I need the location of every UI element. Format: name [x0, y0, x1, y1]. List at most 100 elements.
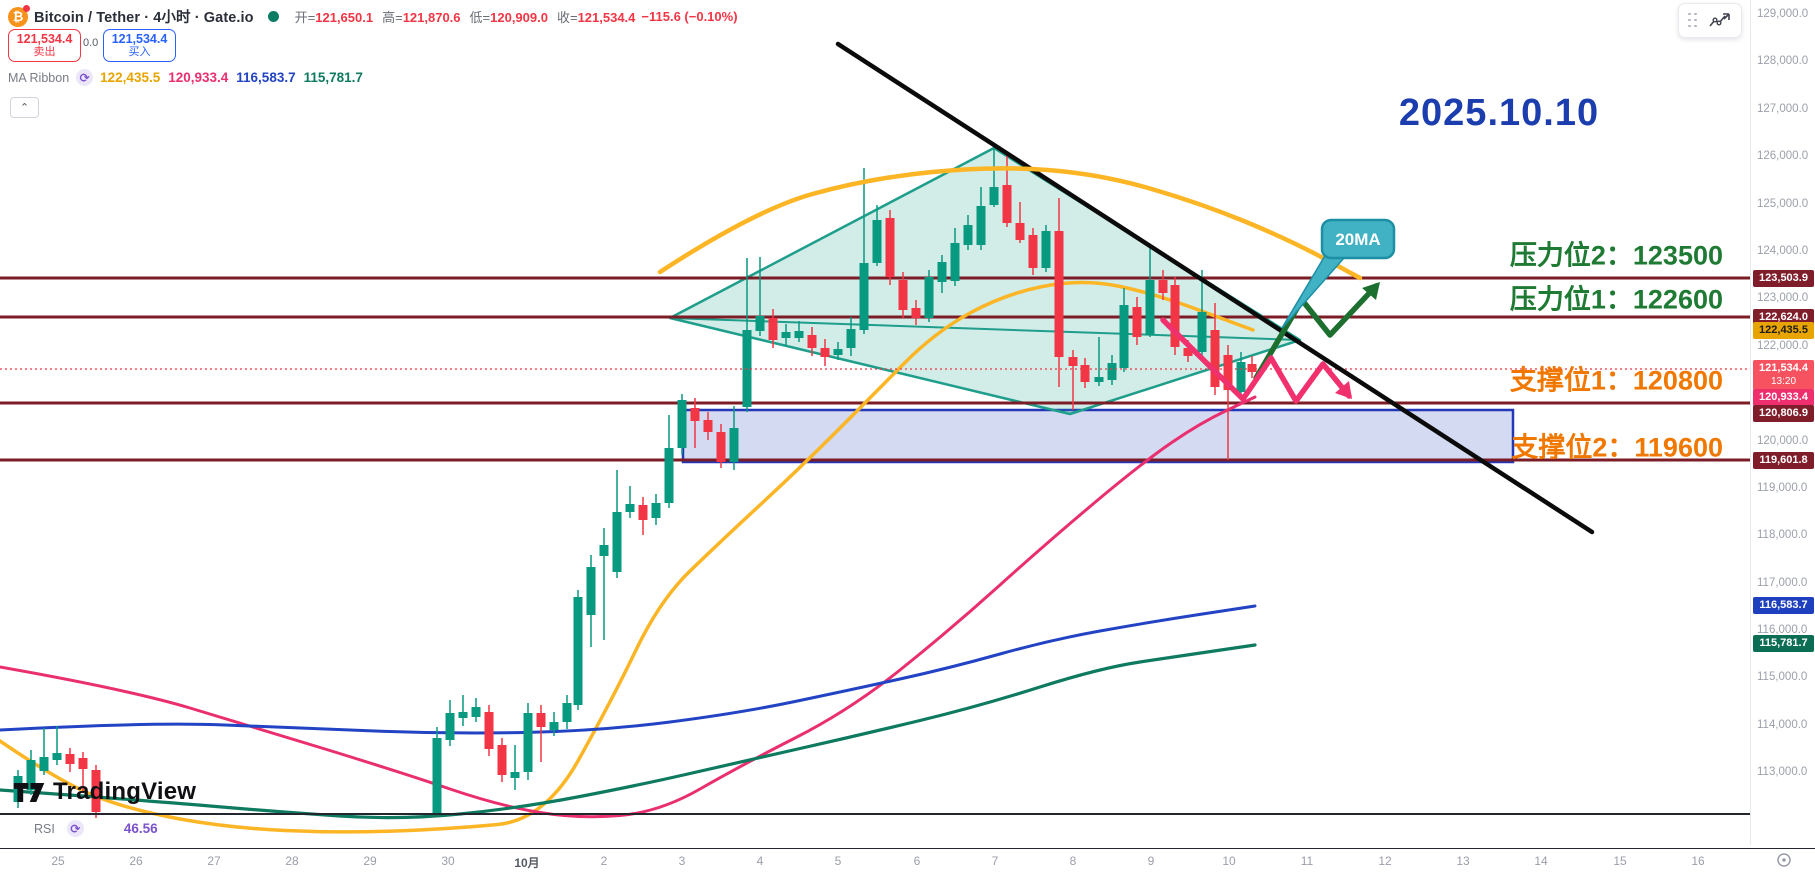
candle-body	[39, 757, 49, 771]
ma-ribbon-legend[interactable]: MA Ribbon ⟳ 122,435.5 120,933.4 116,583.7 1…	[8, 69, 363, 86]
candle-body	[651, 503, 661, 518]
price-axis[interactable]: 129,000.0 128,000.0 127,000.0 126,000.0 125,…	[1750, 0, 1815, 845]
candle-body	[1080, 365, 1090, 382]
tradingview-watermark[interactable]: TradingView	[13, 778, 196, 806]
pink-zigzag-arrow-head	[1335, 381, 1352, 399]
date-annotation[interactable]: 2025.10.10	[1398, 92, 1600, 134]
candle-body	[690, 408, 700, 421]
callout-text: 20MA	[1335, 230, 1380, 249]
price-badge: 119,601.8	[1753, 451, 1814, 469]
candle-body	[52, 753, 62, 760]
time-label: 10	[1222, 854, 1236, 868]
trend-line-drawing[interactable]	[835, 41, 1595, 535]
axis-separator	[0, 848, 1815, 850]
candle-body	[432, 738, 442, 814]
level-lines[interactable]	[0, 276, 1750, 462]
candle-body	[562, 703, 572, 722]
timezone-clock-icon[interactable]	[1776, 852, 1792, 868]
time-label: 27	[207, 854, 221, 868]
time-label: 28	[285, 854, 299, 868]
floating-toolbar	[1678, 3, 1742, 38]
sell-price: 121,534.4	[16, 31, 73, 46]
candle-body	[510, 772, 520, 778]
time-label: 13	[1456, 854, 1470, 868]
time-label: 6	[913, 854, 921, 868]
time-axis[interactable]: 25 26 27 28 29 30 10月 2 3 4 5 6 7 8 9 10 11 12 13 14 15 16	[0, 849, 1815, 884]
drag-handle-icon[interactable]	[1688, 12, 1698, 29]
chart-canvas[interactable]: 20MA	[0, 0, 1750, 845]
spread-value: 0.0	[83, 37, 99, 49]
candle-body	[1094, 377, 1104, 382]
ohlc-item: 高=121,870.6	[382, 10, 461, 25]
ma-ribbon-values: 122,435.5 120,933.4 116,583.7 115,781.7	[100, 70, 363, 85]
zigzag-arrow-drawings[interactable]	[1160, 282, 1380, 404]
ma-callout-drawing[interactable]: 20MA	[1281, 218, 1396, 329]
ohlc-values: 开=121,650.1 高=121,870.6 低=120,909.0 收=121,5…	[295, 7, 636, 26]
candle-body	[885, 218, 895, 277]
candle-body	[768, 318, 778, 340]
price-badge: 115,781.7	[1753, 634, 1814, 652]
price-label: 129,000.0	[1757, 8, 1809, 20]
time-label: 10月	[514, 856, 540, 870]
rsi-label: RSI	[34, 821, 55, 836]
symbol-title[interactable]: Bitcoin / Tether · 4小时 · Gate.io	[34, 10, 254, 26]
candle-body	[846, 329, 856, 348]
price-badge: 121,534.4 13:20	[1753, 360, 1814, 391]
green-zigzag-arrow-head	[1362, 282, 1380, 300]
price-label: 125,000.0	[1757, 198, 1809, 210]
sync-icon: ⟳	[76, 69, 94, 86]
sell-label: 卖出	[33, 46, 56, 59]
candle-body	[638, 505, 648, 520]
candle-body	[1041, 231, 1051, 268]
candle-body	[1170, 285, 1180, 347]
buy-price: 121,534.4	[111, 31, 168, 46]
candle-body	[599, 545, 609, 556]
line-chart-arrow-icon[interactable]	[1708, 11, 1732, 31]
ma-lines	[0, 280, 1257, 834]
collapse-button[interactable]: ⌃	[10, 97, 39, 118]
time-label: 9	[1147, 854, 1155, 868]
time-label: 11	[1300, 854, 1314, 868]
rsi-legend[interactable]: RSI ⟳ 46.56	[34, 820, 158, 837]
candle-body	[497, 745, 507, 775]
price-badge: 120,806.9	[1753, 404, 1814, 422]
price-badge: 116,583.7	[1753, 596, 1814, 614]
pink-zigzag-arrow	[1160, 317, 1352, 404]
tradingview-logo-icon	[13, 782, 45, 802]
buy-button[interactable]: 121,534.4 买入	[103, 29, 176, 62]
candle-body	[1054, 231, 1064, 357]
candle-body	[1028, 235, 1038, 268]
level-annotation-text[interactable]: 压力位2：123500	[1509, 240, 1723, 271]
time-label: 26	[129, 854, 143, 868]
level-annotation-text[interactable]: 支撑位1：120800	[1509, 365, 1723, 396]
candle-body	[1210, 330, 1220, 387]
time-label: 14	[1534, 854, 1548, 868]
time-label: 2	[600, 854, 608, 868]
candle-body	[523, 713, 533, 772]
ma-line-MA-blue	[0, 604, 1257, 735]
support-zone-drawing[interactable]	[681, 408, 1515, 464]
ohlc-item: 开=121,650.1	[294, 10, 374, 25]
buy-label: 买入	[128, 46, 151, 59]
level-annotation-text[interactable]: 压力位1：122600	[1509, 284, 1723, 315]
sell-button[interactable]: 121,534.4 卖出	[8, 29, 81, 62]
candle-body	[484, 712, 494, 749]
candle-body	[794, 331, 804, 338]
price-label: 123,000.0	[1757, 292, 1809, 304]
candle-body	[859, 263, 869, 330]
price-badge: 123,503.9	[1753, 269, 1814, 287]
candle-body	[872, 220, 882, 263]
price-label: 128,000.0	[1757, 55, 1809, 67]
candle-body	[898, 280, 908, 310]
candle-body	[755, 316, 765, 331]
level-annotation-text[interactable]: 支撑位2：119600	[1511, 432, 1723, 463]
candle-body	[26, 760, 36, 790]
time-label: 3	[678, 854, 686, 868]
candle-body	[91, 770, 101, 812]
pane-separator[interactable]	[0, 813, 1815, 815]
arch-drawing[interactable]	[657, 166, 1363, 281]
candle-body	[625, 504, 635, 512]
ohlc-item: 收=121,534.4	[556, 10, 636, 25]
price-badge: 122,624.0	[1753, 308, 1814, 326]
candle-body	[1119, 305, 1129, 368]
